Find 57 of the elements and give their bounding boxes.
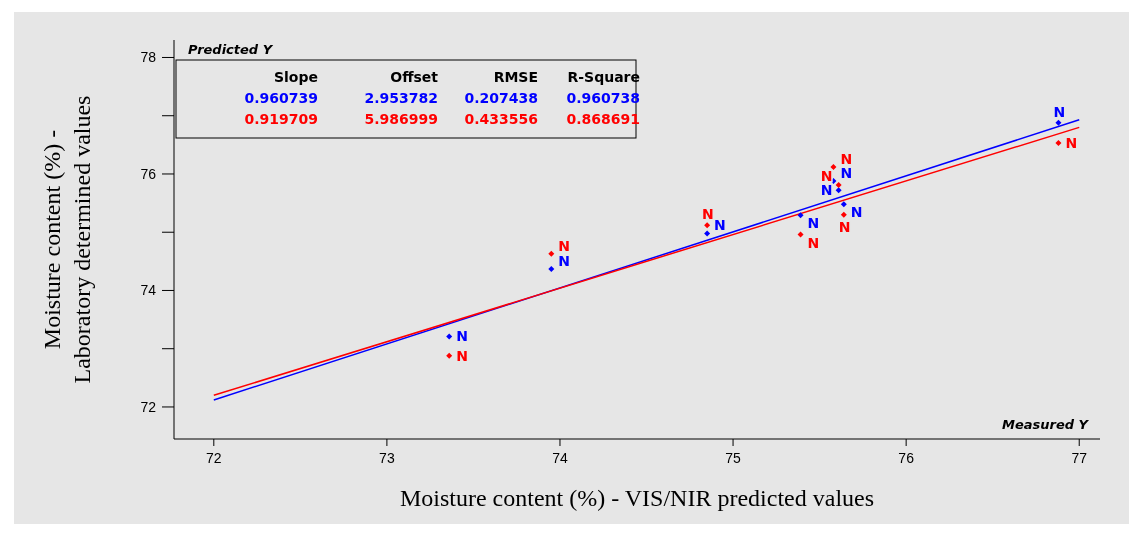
data-label: N [807, 234, 820, 251]
point [835, 182, 842, 189]
data-label: N [702, 206, 714, 223]
annotation: 0.433556 [464, 111, 538, 127]
data-label: N [456, 328, 468, 345]
data-label: N [820, 182, 833, 199]
x-tick-label: 74 [552, 450, 568, 466]
x-tick-label: 72 [206, 450, 222, 466]
x-tick-label: 75 [725, 450, 742, 466]
y-tick-label: 72 [140, 398, 157, 415]
point [548, 250, 555, 257]
data-label: N [840, 164, 853, 181]
x-axis-title: Moisture content (%) - VIS/NIR predicted values [399, 485, 875, 511]
point [840, 211, 847, 218]
point [446, 352, 453, 359]
annotation: 0.960738 [566, 90, 640, 106]
data-label: N [1065, 135, 1078, 152]
point [830, 163, 837, 170]
point [704, 230, 711, 237]
point [446, 333, 453, 340]
point [1055, 119, 1062, 126]
point [797, 231, 804, 238]
data-label: N [714, 217, 726, 234]
y-tick-label: 74 [140, 282, 157, 299]
annotation: Slope [273, 69, 318, 85]
point [548, 265, 555, 272]
annotation: 2.953782 [364, 90, 438, 106]
point [840, 201, 847, 208]
data-label: N [456, 347, 468, 364]
data-label: N [807, 215, 820, 232]
y-axis-title: Moisture content (%) - Laboratory determined values [39, 95, 95, 384]
x-tick-label: 77 [1071, 450, 1088, 466]
data-label: N [1053, 103, 1066, 120]
annotation: RMSE [493, 69, 538, 85]
data-label: N [558, 237, 571, 254]
data-label: N [840, 150, 853, 167]
point [704, 222, 711, 229]
annotation: 0.960739 [244, 90, 318, 106]
data-label: N [820, 168, 833, 185]
annotation: Offset [390, 69, 439, 85]
x-tick-label: 76 [898, 450, 915, 466]
annotation: R-Square [567, 69, 640, 85]
y-tick-label: 78 [140, 49, 157, 66]
x-tick-label: 73 [379, 450, 395, 466]
annotation: 0.868691 [566, 111, 640, 127]
annotation: 0.919709 [244, 111, 318, 127]
point [797, 212, 804, 219]
data-label: N [838, 218, 851, 235]
data-label: N [850, 204, 863, 221]
data-label: N [558, 252, 571, 269]
annotation: 0.207438 [464, 90, 538, 106]
point [1055, 140, 1062, 147]
annotation: 5.986999 [364, 111, 438, 127]
y-tick-label: 76 [140, 165, 157, 182]
point [835, 187, 842, 194]
annotation: Measured Y [1002, 417, 1090, 432]
annotation: Predicted Y [188, 42, 274, 57]
